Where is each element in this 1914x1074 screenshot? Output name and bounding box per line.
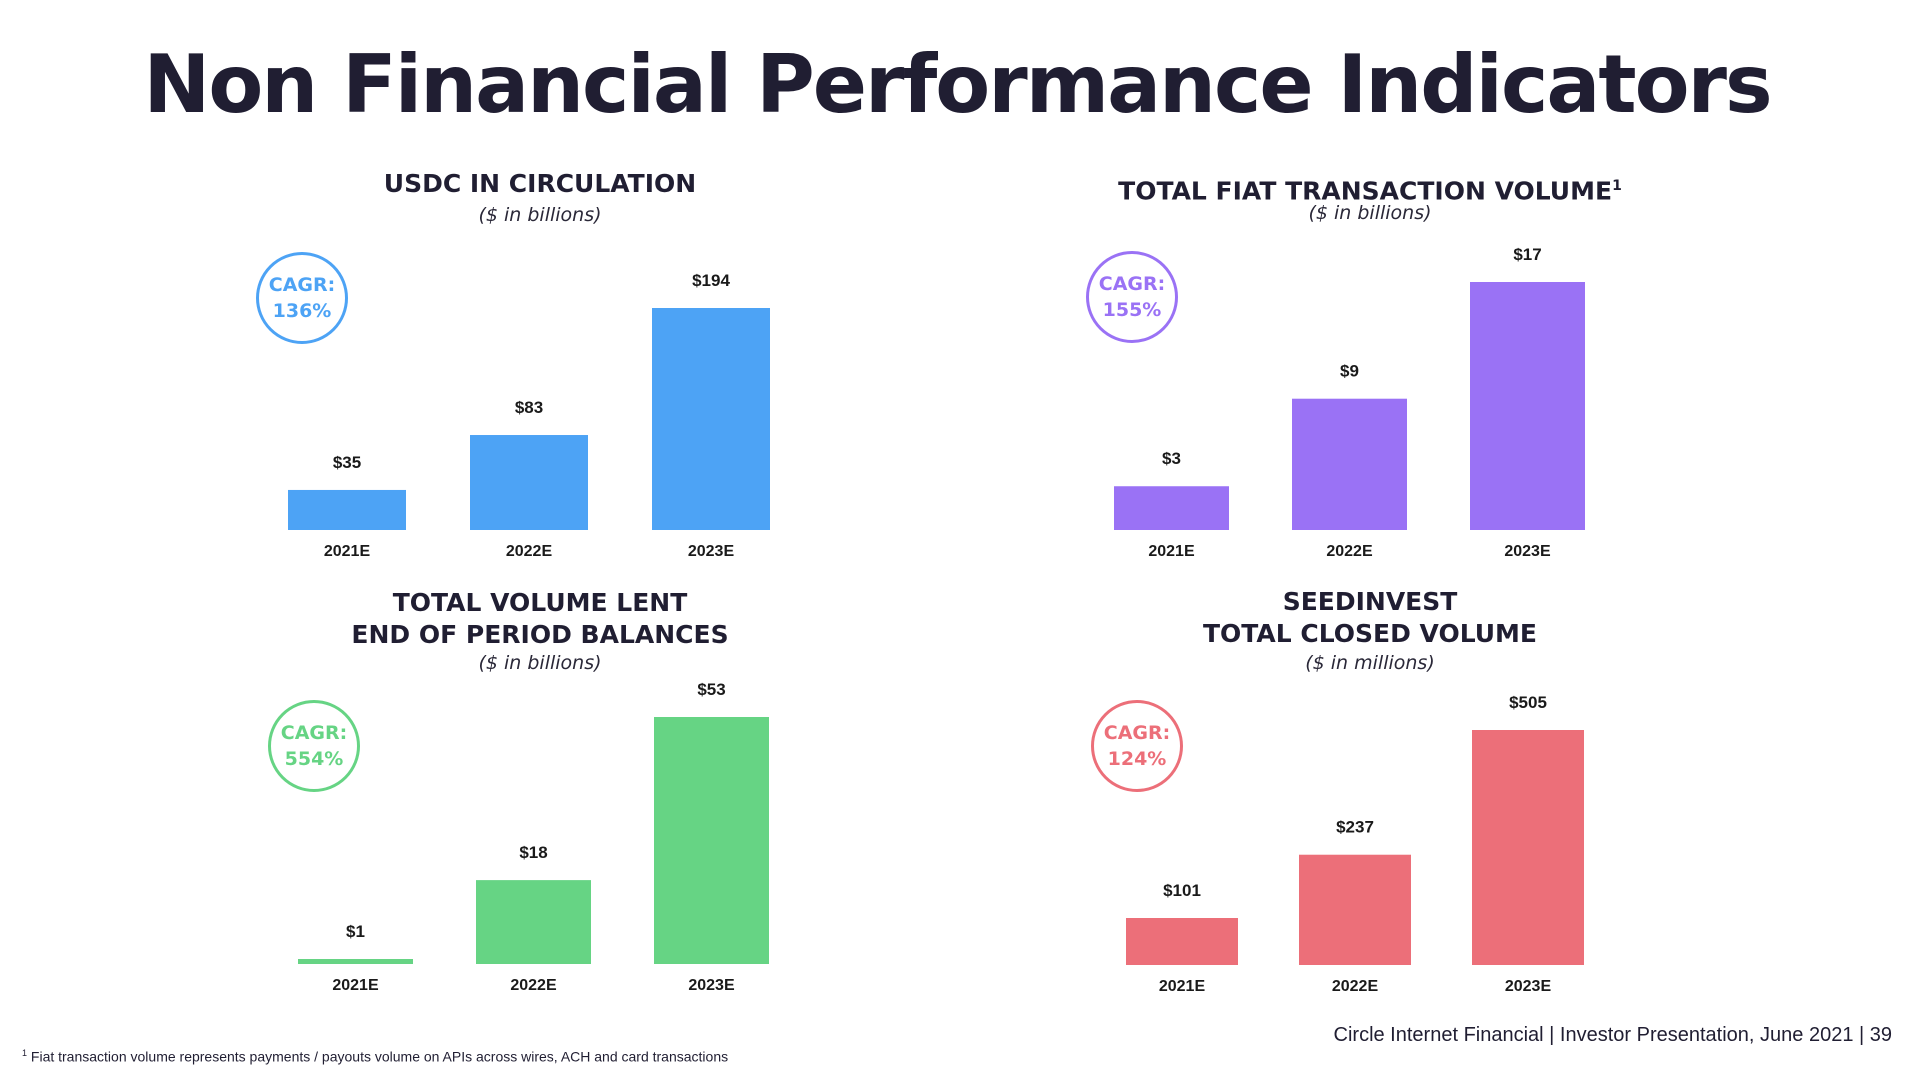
- bar-2023E: [1472, 730, 1584, 965]
- chart-title-text: USDC IN CIRCULATION: [383, 169, 697, 198]
- data-label: $18: [519, 843, 547, 862]
- chart-title-text: TOTAL VOLUME LENT END OF PERIOD BALANCES: [351, 588, 729, 649]
- footnote-marker: 1: [1612, 178, 1622, 194]
- bar-chart: $1 2021E $18 2022E $53 2023E: [298, 680, 769, 994]
- category-label: 2022E: [510, 977, 557, 994]
- bar-2021E: [1114, 486, 1229, 530]
- cagr-label: CAGR:: [280, 722, 348, 744]
- category-label: 2023E: [1505, 978, 1552, 995]
- category-label: 2023E: [1504, 543, 1551, 560]
- cagr-label: CAGR:: [268, 274, 336, 296]
- chart-title-text: TOTAL FIAT TRANSACTION VOLUME: [1118, 176, 1613, 206]
- bar-2023E: [1470, 282, 1585, 530]
- chart-title: TOTAL VOLUME LENT END OF PERIOD BALANCES: [200, 587, 880, 651]
- presentation-footer: Circle Internet Financial | Investor Pre…: [1333, 1024, 1892, 1046]
- bar-chart: $101 2021E $237 2022E $505 2023E: [1126, 693, 1584, 995]
- data-label: $17: [1513, 245, 1541, 264]
- bar-2022E: [476, 880, 591, 964]
- category-label: 2022E: [1332, 978, 1379, 995]
- cagr-value: 136%: [272, 300, 332, 322]
- bar-chart: $35 2021E $83 2022E $194 2023E: [288, 271, 770, 560]
- data-label: $1: [346, 922, 365, 941]
- chart-subtitle: ($ in billions): [1308, 202, 1432, 224]
- footnote-marker: 1: [22, 1048, 28, 1058]
- chart-subtitle: ($ in billions): [478, 204, 602, 226]
- footnote: 1 Fiat transaction volume represents pay…: [22, 1048, 728, 1065]
- data-label: $101: [1163, 881, 1201, 900]
- chart-panel-fiat-volume: TOTAL FIAT TRANSACTION VOLUME1 ($ in bil…: [1030, 162, 1710, 592]
- bar-chart: $3 2021E $9 2022E $17 2023E: [1114, 245, 1585, 560]
- bar-2023E: [652, 308, 770, 530]
- chart-panel-usdc: USDC IN CIRCULATION ($ in billions) CAGR…: [200, 162, 880, 592]
- slide-title: Non Financial Performance Indicators: [143, 38, 1772, 131]
- chart-title: USDC IN CIRCULATION: [200, 168, 880, 200]
- cagr-badge: CAGR: 554%: [268, 700, 360, 792]
- data-label: $237: [1336, 818, 1374, 837]
- chart-subtitle: ($ in millions): [1305, 652, 1435, 674]
- data-label: $194: [692, 271, 730, 290]
- bar-2023E: [654, 717, 769, 964]
- chart-title: SEEDINVEST TOTAL CLOSED VOLUME: [1030, 586, 1710, 650]
- bar-2022E: [1299, 854, 1411, 965]
- cagr-badge: CAGR: 124%: [1091, 700, 1183, 792]
- cagr-badge: CAGR: 155%: [1086, 251, 1178, 343]
- chart-title: TOTAL FIAT TRANSACTION VOLUME1: [1030, 170, 1710, 207]
- category-label: 2022E: [1326, 543, 1373, 560]
- bar-2022E: [470, 435, 588, 530]
- chart-subtitle: ($ in billions): [478, 652, 602, 674]
- category-label: 2023E: [688, 543, 735, 560]
- bar-2021E: [1126, 918, 1238, 965]
- cagr-label: CAGR:: [1103, 722, 1171, 744]
- data-label: $505: [1509, 693, 1547, 712]
- data-label: $35: [333, 453, 361, 472]
- category-label: 2023E: [688, 977, 735, 994]
- chart-title-text: SEEDINVEST TOTAL CLOSED VOLUME: [1202, 587, 1538, 648]
- data-label: $53: [697, 680, 725, 699]
- bar-2021E: [288, 489, 406, 530]
- data-label: $9: [1340, 362, 1359, 381]
- cagr-badge: CAGR: 136%: [256, 252, 348, 344]
- chart-panel-volume-lent: TOTAL VOLUME LENT END OF PERIOD BALANCES…: [200, 582, 880, 1012]
- footnote-text: Fiat transaction volume represents payme…: [30, 1048, 729, 1065]
- cagr-value: 124%: [1107, 748, 1167, 770]
- bar-2022E: [1292, 398, 1407, 530]
- category-label: 2021E: [324, 543, 371, 560]
- chart-panel-seedinvest: SEEDINVEST TOTAL CLOSED VOLUME ($ in mil…: [1030, 582, 1710, 1012]
- cagr-value: 155%: [1102, 299, 1162, 321]
- category-label: 2021E: [1159, 978, 1206, 995]
- data-label: $83: [515, 398, 543, 417]
- bar-2021E: [298, 959, 413, 964]
- category-label: 2022E: [506, 543, 553, 560]
- category-label: 2021E: [1148, 543, 1195, 560]
- cagr-label: CAGR:: [1098, 273, 1166, 295]
- data-label: $3: [1162, 449, 1181, 468]
- category-label: 2021E: [332, 977, 379, 994]
- cagr-value: 554%: [284, 748, 344, 770]
